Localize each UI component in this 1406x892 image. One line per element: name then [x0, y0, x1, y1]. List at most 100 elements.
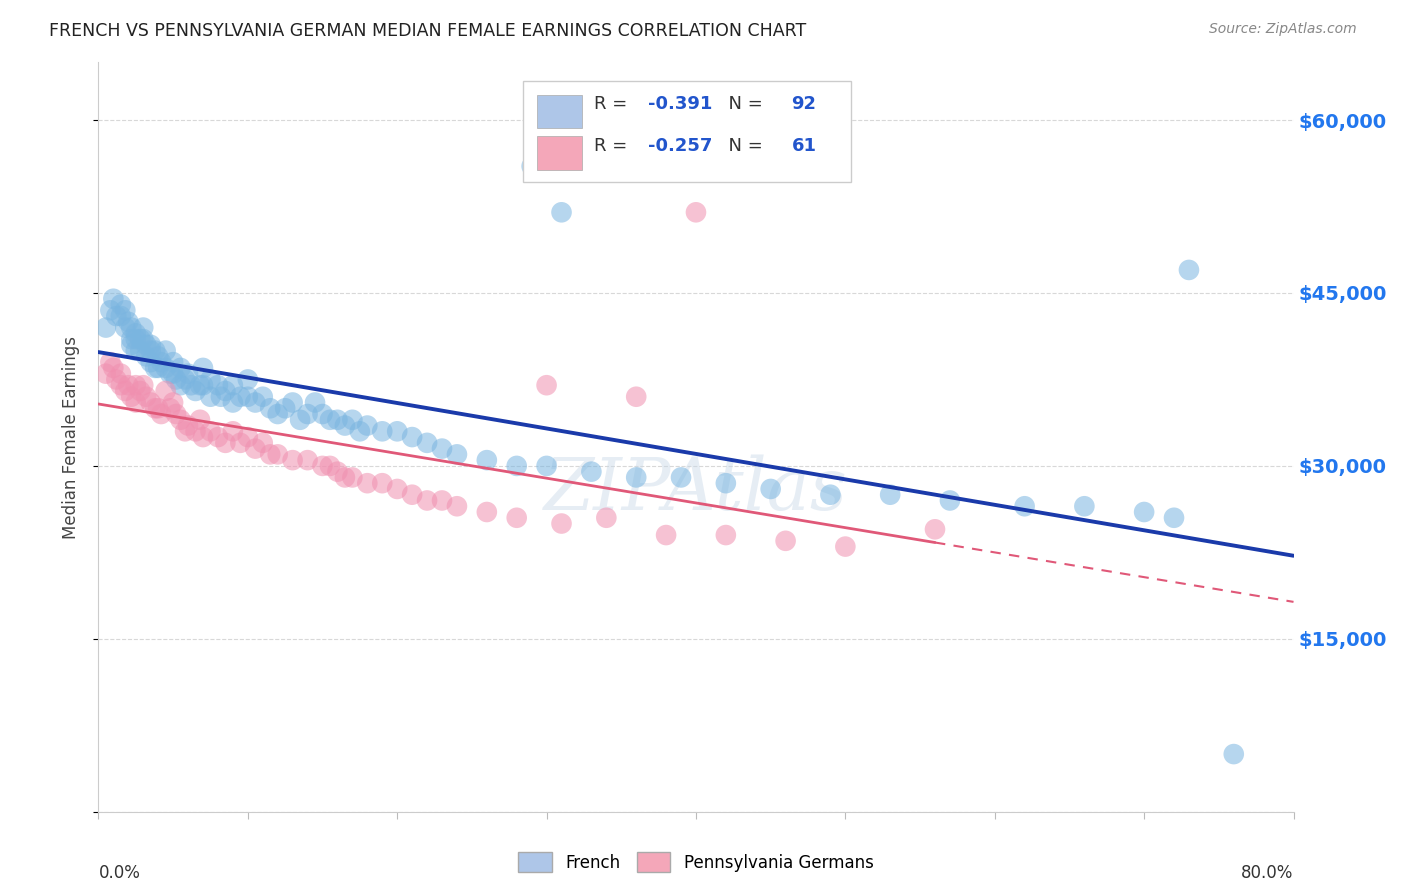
- Point: [297, 453, 319, 467]
- Point: [129, 343, 152, 358]
- Point: [174, 425, 197, 439]
- Point: [1178, 263, 1201, 277]
- Point: [288, 413, 311, 427]
- Point: [103, 360, 125, 375]
- Point: [129, 332, 152, 346]
- Point: [550, 516, 572, 531]
- Text: N =: N =: [717, 136, 769, 154]
- Legend: French, Pennsylvania Germans: French, Pennsylvania Germans: [512, 846, 880, 879]
- Point: [939, 493, 962, 508]
- Point: [714, 528, 737, 542]
- Point: [143, 401, 166, 416]
- Point: [125, 378, 148, 392]
- Text: -0.257: -0.257: [648, 136, 713, 154]
- Point: [267, 447, 290, 461]
- Point: [120, 338, 142, 352]
- Point: [245, 442, 267, 456]
- Point: [165, 372, 187, 386]
- Text: -0.391: -0.391: [648, 95, 713, 113]
- Text: FRENCH VS PENNSYLVANIA GERMAN MEDIAN FEMALE EARNINGS CORRELATION CHART: FRENCH VS PENNSYLVANIA GERMAN MEDIAN FEM…: [49, 22, 807, 40]
- Point: [143, 360, 166, 375]
- Point: [110, 367, 132, 381]
- Point: [430, 493, 453, 508]
- Point: [209, 390, 232, 404]
- Point: [304, 395, 326, 409]
- Point: [236, 390, 259, 404]
- Point: [135, 350, 157, 364]
- Point: [150, 355, 173, 369]
- Point: [132, 320, 155, 334]
- Point: [229, 390, 252, 404]
- Point: [820, 488, 842, 502]
- Point: [520, 159, 543, 173]
- Point: [105, 372, 128, 386]
- Point: [162, 395, 184, 409]
- Point: [139, 395, 162, 409]
- Point: [148, 401, 170, 416]
- Point: [446, 447, 468, 461]
- Point: [759, 482, 782, 496]
- Point: [98, 303, 122, 318]
- Point: [430, 442, 453, 456]
- Point: [685, 205, 707, 219]
- Point: [333, 418, 356, 433]
- Point: [385, 425, 409, 439]
- Point: [162, 367, 184, 381]
- Point: [595, 510, 617, 524]
- Point: [200, 390, 222, 404]
- Point: [446, 500, 468, 514]
- Point: [114, 303, 136, 318]
- Point: [155, 384, 177, 398]
- Point: [98, 355, 122, 369]
- Point: [245, 395, 267, 409]
- Text: N =: N =: [717, 95, 769, 113]
- Point: [94, 367, 117, 381]
- Point: [356, 476, 378, 491]
- Point: [148, 350, 170, 364]
- Point: [222, 378, 245, 392]
- Point: [297, 407, 319, 421]
- Point: [169, 360, 191, 375]
- Point: [311, 458, 333, 473]
- Point: [326, 465, 349, 479]
- Point: [135, 390, 157, 404]
- Point: [281, 395, 304, 409]
- Point: [125, 343, 148, 358]
- Point: [333, 470, 356, 484]
- Point: [159, 367, 181, 381]
- Point: [188, 378, 211, 392]
- Point: [506, 458, 529, 473]
- Point: [342, 413, 364, 427]
- Point: [475, 505, 498, 519]
- Point: [214, 435, 236, 450]
- Point: [401, 488, 423, 502]
- Point: [159, 401, 181, 416]
- Point: [326, 413, 349, 427]
- Point: [132, 378, 155, 392]
- Point: [229, 435, 252, 450]
- Text: 80.0%: 80.0%: [1241, 864, 1294, 882]
- Text: ZIPAtlas: ZIPAtlas: [544, 454, 848, 524]
- Point: [120, 320, 142, 334]
- Point: [259, 447, 281, 461]
- Point: [222, 395, 245, 409]
- Point: [139, 338, 162, 352]
- Point: [401, 430, 423, 444]
- Y-axis label: Median Female Earnings: Median Female Earnings: [62, 335, 80, 539]
- Point: [626, 470, 648, 484]
- Point: [371, 476, 394, 491]
- Point: [114, 320, 136, 334]
- Point: [200, 372, 222, 386]
- Point: [110, 378, 132, 392]
- Text: R =: R =: [595, 95, 633, 113]
- Point: [536, 378, 558, 392]
- Point: [120, 332, 142, 346]
- Bar: [537, 95, 582, 128]
- Text: Source: ZipAtlas.com: Source: ZipAtlas.com: [1209, 22, 1357, 37]
- Point: [169, 378, 191, 392]
- Point: [214, 384, 236, 398]
- Point: [356, 418, 378, 433]
- Point: [165, 407, 187, 421]
- Point: [120, 390, 142, 404]
- Point: [174, 372, 197, 386]
